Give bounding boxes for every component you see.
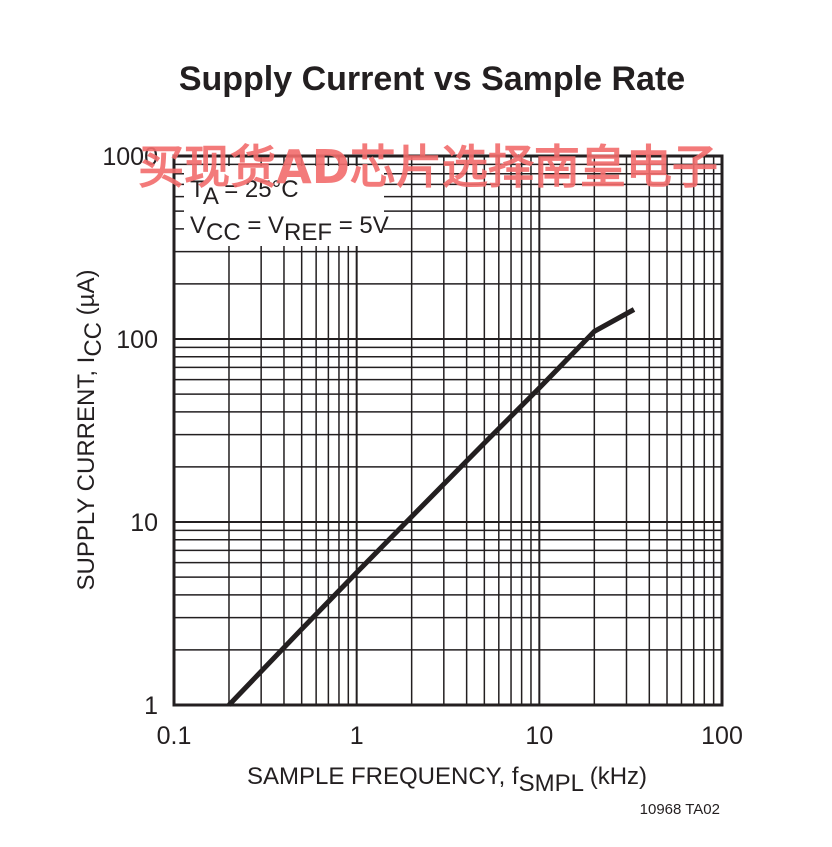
x-tick-label: 10 (525, 722, 553, 750)
plot-frame (172, 154, 724, 707)
figure-code: 10968 TA02 (640, 801, 720, 818)
watermark-text: 买现货AD芯片选择南皇电子 (138, 140, 718, 194)
x-axis-label: SAMPLE FREQUENCY, fSMPL (kHz) (247, 763, 647, 797)
x-tick-label: 100 (701, 722, 743, 750)
y-tick-labels: 1 10 100 1000 (102, 143, 158, 720)
y-tick-label: 100 (116, 326, 158, 354)
annotation-text: VCC = VREF = 5V (190, 212, 389, 246)
annotation-background (184, 166, 384, 246)
y-tick-label: 1000 (102, 143, 158, 171)
y-axis-label: SUPPLY CURRENT, ICC (µA) (73, 269, 107, 590)
x-tick-labels: 0.1 1 10 100 (157, 722, 743, 750)
grid-lines (174, 156, 722, 705)
annotation-text: TA = 25°C (190, 176, 299, 210)
y-tick-label: 1 (144, 692, 158, 720)
y-tick-label: 10 (130, 509, 158, 537)
supply-current-line (227, 307, 636, 707)
x-tick-label: 1 (350, 722, 364, 750)
x-tick-label: 0.1 (157, 722, 192, 750)
chart-title: Supply Current vs Sample Rate (179, 60, 685, 98)
